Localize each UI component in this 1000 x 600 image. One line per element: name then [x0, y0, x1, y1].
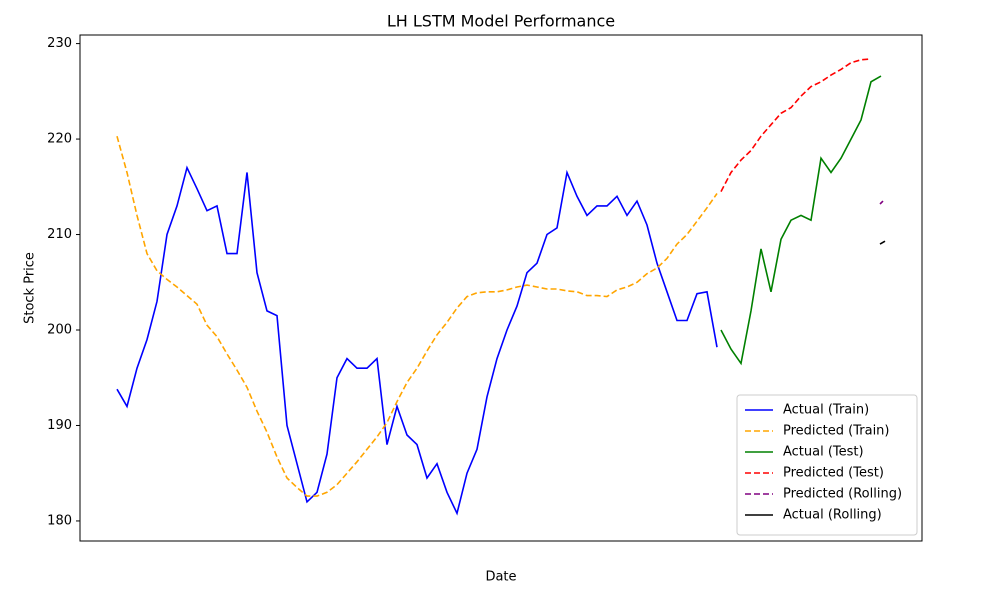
- y-tick-label: 230: [47, 36, 72, 51]
- legend-label: Actual (Test): [783, 445, 864, 460]
- series-line: [116, 165, 718, 516]
- y-tick-label: 190: [47, 418, 72, 433]
- x-axis-label: Date: [485, 570, 516, 585]
- y-tick-label: 200: [47, 323, 72, 338]
- y-tick-label: 220: [47, 132, 72, 147]
- legend-label: Predicted (Test): [783, 466, 884, 481]
- legend-label: Actual (Rolling): [783, 508, 882, 523]
- chart-title: LH LSTM Model Performance: [387, 12, 615, 31]
- y-tick-label: 210: [47, 227, 72, 242]
- series-line: [720, 58, 872, 192]
- legend-label: Predicted (Rolling): [783, 487, 902, 502]
- series-line: [116, 135, 718, 497]
- series-line: [879, 200, 884, 205]
- plot-frame: [79, 34, 923, 542]
- legend-label: Actual (Train): [783, 403, 869, 418]
- y-axis-label: Stock Price: [23, 252, 38, 324]
- legend-label: Predicted (Train): [783, 424, 890, 439]
- legend-box: [736, 394, 918, 536]
- series-line: [720, 75, 882, 366]
- series-line: [879, 240, 886, 245]
- y-tick-label: 180: [47, 513, 72, 528]
